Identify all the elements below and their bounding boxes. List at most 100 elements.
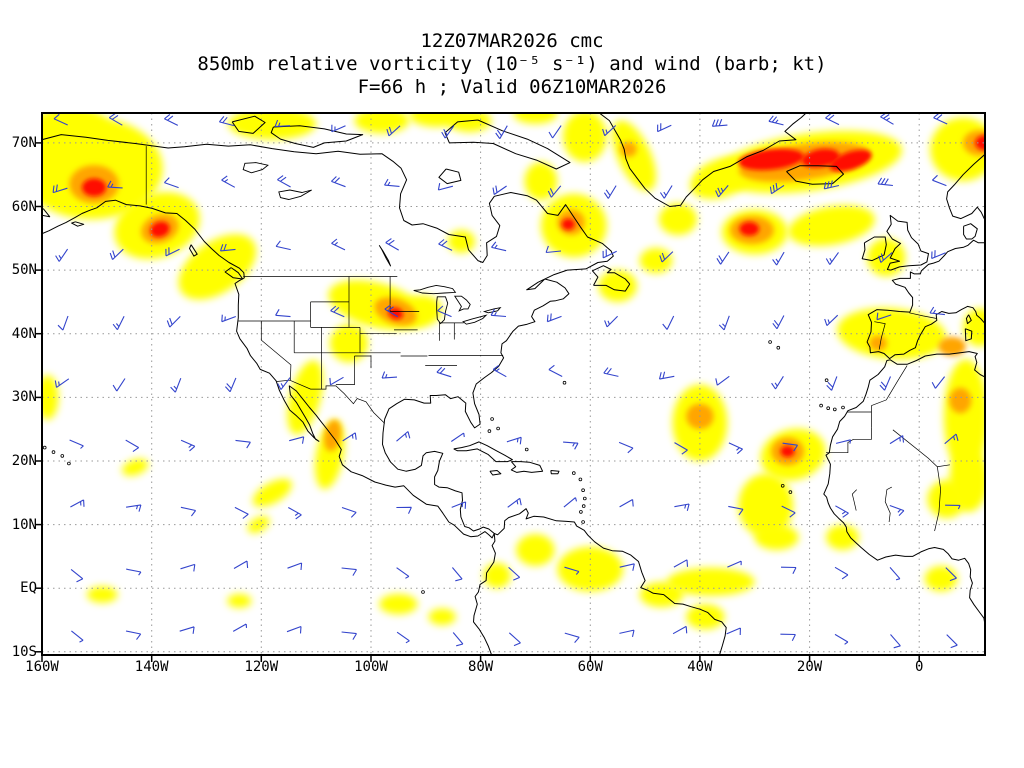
wind-barb	[438, 239, 453, 251]
political-border	[871, 365, 908, 428]
small-island	[51, 450, 56, 454]
wind-barb	[659, 185, 673, 199]
small-island	[490, 417, 494, 421]
wind-barb	[109, 248, 124, 260]
vorticity-cell	[598, 270, 637, 302]
wind-barb	[672, 625, 688, 635]
political-border	[909, 312, 937, 319]
coastline	[946, 153, 985, 231]
vorticity-shading-layer	[42, 113, 985, 630]
wind-barb	[274, 119, 291, 128]
political-border	[276, 379, 385, 424]
wind-barb	[436, 366, 452, 378]
coastline	[453, 441, 513, 463]
coastline	[823, 351, 985, 626]
lake-outline	[242, 162, 269, 174]
wind-barb	[386, 125, 401, 137]
wind-barb	[381, 371, 398, 379]
y-axis-label: 70N	[11, 134, 37, 151]
plot-title-block: 12Z07MAR2026 cmc 850mb relative vorticit…	[0, 30, 1024, 99]
wind-barb	[287, 562, 303, 571]
wind-barb	[342, 432, 357, 442]
coastline	[438, 168, 462, 185]
wind-barb	[771, 376, 784, 390]
small-island	[832, 407, 837, 412]
coastline	[489, 470, 502, 476]
vorticity-cell	[738, 473, 794, 538]
wind-barb	[166, 316, 181, 328]
coastline	[224, 267, 244, 280]
wind-barb	[768, 115, 784, 126]
wind-barb	[233, 560, 249, 569]
small-island	[571, 471, 576, 475]
coastline	[42, 134, 614, 539]
wind-barb	[275, 309, 291, 318]
wind-barb	[674, 442, 688, 455]
small-island	[562, 380, 567, 385]
vorticity-cell	[658, 203, 698, 236]
lake-outline	[378, 245, 392, 267]
wind-barb	[548, 125, 562, 139]
y-axis-label: 20N	[11, 452, 37, 469]
small-island	[42, 445, 47, 450]
wind-barb	[165, 247, 180, 257]
coastline	[591, 265, 631, 292]
wind-barb	[602, 249, 617, 259]
vorticity-cell	[247, 516, 270, 534]
vorticity-cell	[516, 534, 555, 566]
vorticity-cell	[975, 135, 985, 151]
vorticity-cell	[252, 478, 292, 507]
small-island	[487, 429, 492, 433]
wind-barb	[492, 364, 507, 378]
small-island	[768, 340, 772, 344]
wind-barb	[826, 376, 838, 391]
wind-barb	[69, 439, 84, 449]
wind-barb	[715, 185, 729, 198]
wind-barb	[52, 184, 68, 194]
coastline	[189, 244, 198, 257]
wind-barb	[603, 185, 617, 199]
wind-barb	[180, 563, 196, 572]
axes-layer	[35, 112, 986, 662]
wind-barb	[170, 378, 182, 393]
political-border	[874, 321, 886, 350]
x-axis-label: 60W	[577, 659, 603, 675]
wind-barb	[781, 505, 796, 518]
wind-barb	[728, 442, 743, 455]
wind-barb	[825, 113, 840, 126]
wind-barb	[112, 378, 126, 392]
y-axis-label: EQ	[20, 580, 37, 597]
wind-barb	[835, 505, 849, 518]
wind-barb	[508, 566, 521, 581]
y-axis-label: 50N	[11, 262, 37, 279]
wind-barb	[945, 567, 957, 582]
wind-barb	[450, 432, 465, 442]
wind-barb	[164, 177, 179, 189]
political-border	[260, 321, 292, 381]
small-island	[582, 496, 587, 501]
title-run-line: 12Z07MAR2026 cmc	[420, 30, 604, 52]
wind-barb	[603, 367, 619, 377]
weather-map-plot	[35, 112, 986, 662]
plot-border	[41, 112, 986, 656]
wind-barb	[112, 315, 125, 331]
wind-barb	[946, 634, 958, 649]
wind-barb	[545, 245, 562, 254]
vorticity-cell	[329, 324, 369, 363]
wind-barb	[880, 113, 894, 125]
wind-barb	[331, 124, 346, 133]
wind-barb	[711, 119, 728, 127]
wind-barb	[932, 174, 947, 187]
wind-barb	[563, 497, 578, 508]
small-island	[496, 426, 500, 431]
wind-barb	[929, 306, 945, 316]
small-island	[780, 483, 785, 488]
lake-outline	[482, 307, 502, 314]
x-axis-label: 120W	[244, 659, 279, 675]
y-axis-label: 10S	[11, 643, 37, 660]
x-axis-label: 160W	[25, 659, 59, 675]
wind-barb	[275, 240, 291, 251]
wind-barb	[53, 113, 68, 126]
wind-barb	[235, 439, 251, 449]
wind-barb	[619, 629, 635, 638]
